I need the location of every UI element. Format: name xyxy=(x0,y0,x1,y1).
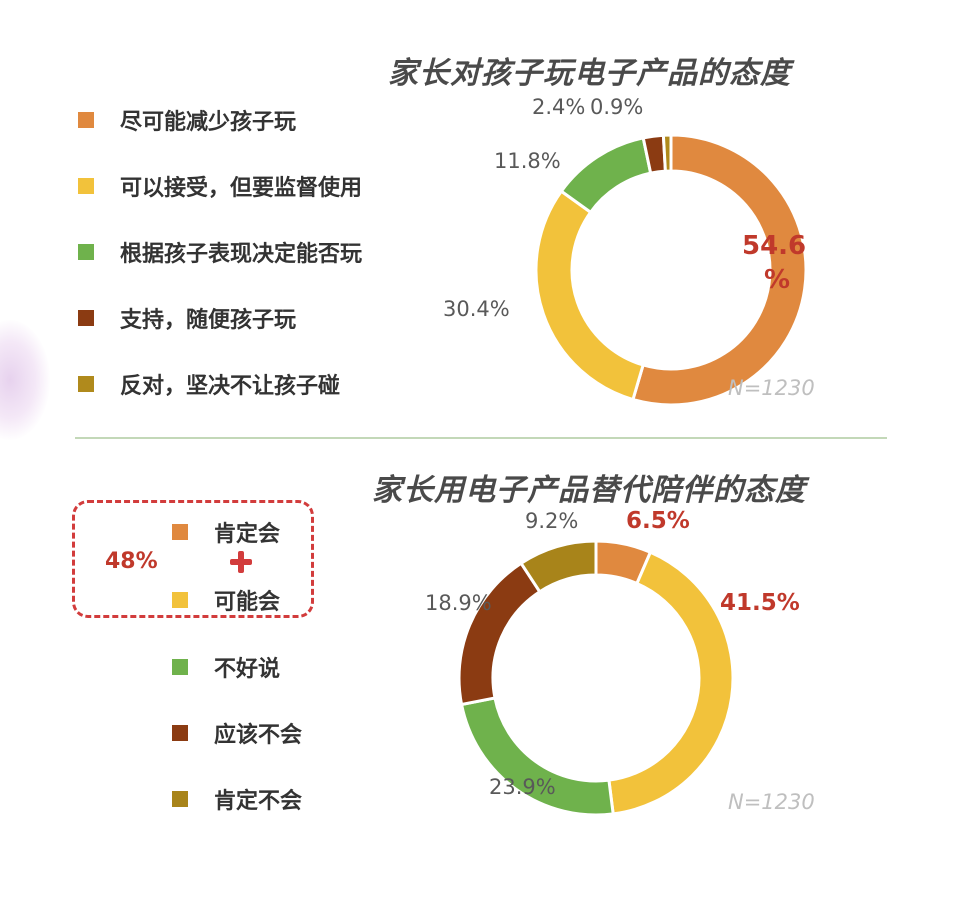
chart2-sample-size: N=1230 xyxy=(728,790,815,814)
chart2-title: 家长用电子产品替代陪伴的态度 xyxy=(372,473,806,508)
chart2-legend-swatch xyxy=(172,592,188,608)
data-label: 23.9% xyxy=(489,775,556,799)
chart1-legend-swatch xyxy=(78,112,94,128)
chart1-legend-item: 反对，坚决不让孩子碰 xyxy=(78,368,340,400)
donut-slice xyxy=(457,561,542,707)
chart1-legend-swatch xyxy=(78,244,94,260)
chart2-legend-item: 肯定会 xyxy=(172,516,280,548)
chart1-legend-item: 根据孩子表现决定能否玩 xyxy=(78,236,362,268)
chart2-legend-item: 应该不会 xyxy=(172,717,302,749)
section-divider xyxy=(75,437,887,439)
chart2-legend-label: 应该不会 xyxy=(214,723,303,748)
data-label: 0.9% xyxy=(590,95,643,119)
donut-slice xyxy=(534,189,645,402)
data-label: 18.9% xyxy=(425,591,492,615)
chart1-legend-item: 尽可能减少孩子玩 xyxy=(78,104,296,136)
chart2-legend-item: 可能会 xyxy=(172,584,280,616)
chart2-legend-swatch xyxy=(172,725,188,741)
chart1-donut: 54.6 % 30.4% 11.8% 2.4% 0.9% xyxy=(443,95,808,407)
chart1-legend-label: 反对，坚决不让孩子碰 xyxy=(120,374,341,399)
data-label: 6.5% xyxy=(626,508,690,534)
donut-slice xyxy=(519,539,598,594)
chart1-legend-swatch xyxy=(78,178,94,194)
plus-icon xyxy=(230,551,252,573)
data-label: 30.4% xyxy=(443,297,510,321)
chart2-legend-item: 不好说 xyxy=(172,651,280,683)
data-label: 9.2% xyxy=(525,509,578,533)
chart2-legend-label: 不好说 xyxy=(214,657,281,682)
chart2-legend-swatch xyxy=(172,659,188,675)
chart1-legend-item: 可以接受，但要监督使用 xyxy=(78,170,362,202)
data-label: 2.4% xyxy=(532,95,585,119)
chart1-legend-label: 根据孩子表现决定能否玩 xyxy=(120,242,363,267)
chart1-legend-item: 支持，随便孩子玩 xyxy=(78,302,296,334)
donut-slice xyxy=(559,136,653,215)
chart1-legend-label: 可以接受，但要监督使用 xyxy=(120,176,363,201)
chart1-legend-label: 尽可能减少孩子玩 xyxy=(120,110,297,135)
group-highlight-box xyxy=(72,500,314,618)
chart2-legend-swatch xyxy=(172,791,188,807)
chart2-legend-label: 可能会 xyxy=(214,590,281,615)
chart1-legend-swatch xyxy=(78,310,94,326)
group-total-label: 48% xyxy=(105,549,158,574)
chart2-legend-item: 肯定不会 xyxy=(172,783,302,815)
chart1-sample-size: N=1230 xyxy=(728,376,815,400)
chart2-legend-label: 肯定会 xyxy=(214,522,281,547)
chart2-legend-label: 肯定不会 xyxy=(214,789,303,814)
chart2-legend-swatch xyxy=(172,524,188,540)
donut-slice xyxy=(661,133,673,173)
data-label: 41.5% xyxy=(720,590,800,616)
chart2-donut: 6.5% 41.5% 23.9% 18.9% 9.2% xyxy=(425,508,800,817)
chart1-legend-swatch xyxy=(78,376,94,392)
data-label: 11.8% xyxy=(494,149,561,173)
chart1-legend-label: 支持，随便孩子玩 xyxy=(120,308,297,333)
donut-slice xyxy=(607,550,735,816)
data-label: 54.6% xyxy=(742,231,806,295)
chart1-title: 家长对孩子玩电子产品的态度 xyxy=(388,56,791,91)
donut-slice xyxy=(631,133,808,407)
